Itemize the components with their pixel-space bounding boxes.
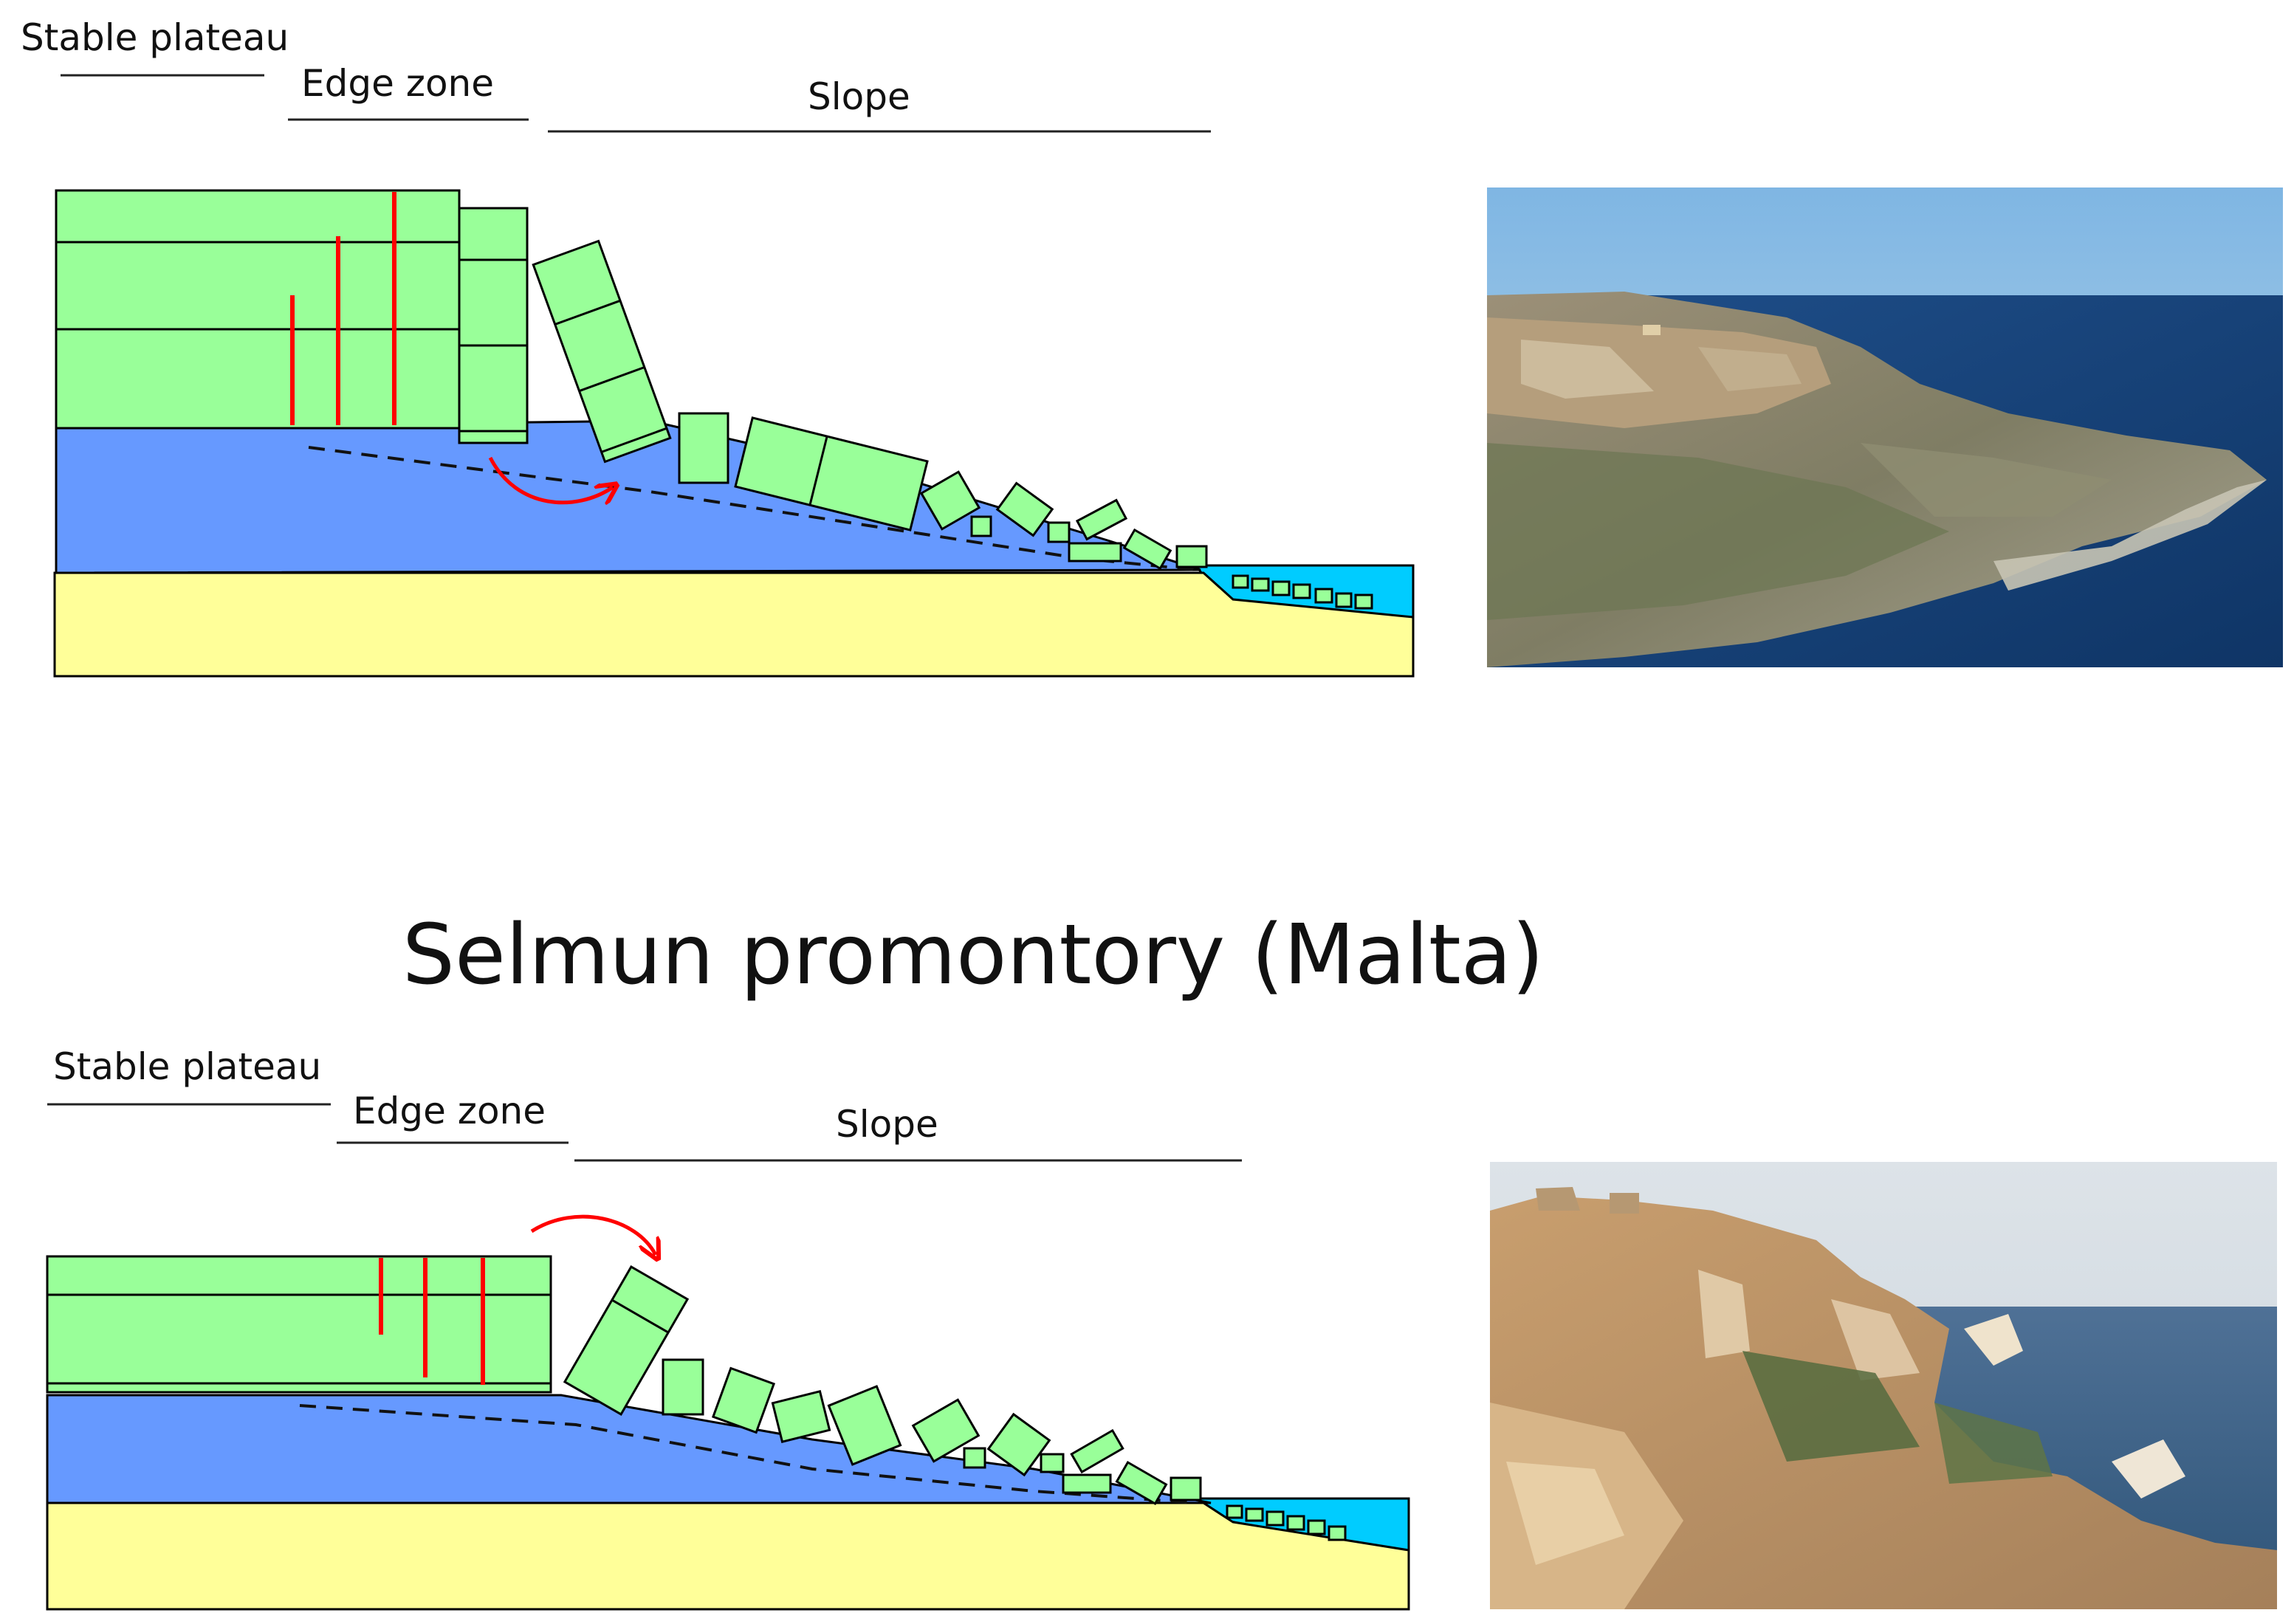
bottom-toppling-block [563, 1265, 690, 1416]
bottom-slope-label: Slope [836, 1103, 938, 1146]
bottom-slope-block [1040, 1453, 1065, 1473]
top-debris-block [1314, 588, 1333, 604]
bottom-slope-block [662, 1358, 704, 1416]
top-debris-block [1271, 580, 1291, 596]
bottom-slope-block [911, 1398, 981, 1463]
top-toppling-block [532, 239, 672, 464]
top-bedrock-layer [53, 571, 1415, 678]
bottom-bedrock-layer [46, 1501, 1410, 1611]
top-slope-block [970, 515, 992, 537]
top-plateau-block [55, 189, 461, 430]
bottom-plateau-block [46, 1255, 552, 1394]
top-debris-block [1251, 577, 1270, 592]
bottom-slope-block [963, 1447, 986, 1469]
top-slope-block [1068, 542, 1122, 562]
top-edge-zone-label: Edge zone [301, 62, 494, 105]
top-slope-block [678, 412, 729, 484]
bottom-debris-block [1266, 1510, 1285, 1527]
bottom-slope-block [1062, 1473, 1112, 1494]
coastal-promontory-aerial-photo [1487, 187, 2283, 667]
top-rotation-arrow [488, 456, 613, 503]
top-panel: Stable plateau Edge zone Slope [21, 16, 1415, 678]
bottom-slope-block [711, 1366, 776, 1434]
top-stable-plateau-label: Stable plateau [21, 16, 289, 59]
bottom-sliding-surface [299, 1404, 1197, 1504]
bottom-slope-block [1170, 1476, 1202, 1501]
bottom-panel: Stable plateau Edge zone Slope [46, 1045, 1410, 1611]
bottom-slope-block [827, 1385, 902, 1466]
bottom-slope-block [1115, 1460, 1168, 1506]
bottom-debris-block [1328, 1525, 1347, 1541]
top-debris-block [1354, 593, 1373, 610]
top-slope-block [1175, 545, 1208, 568]
top-edge-column-block [458, 207, 529, 444]
bottom-slope-block [986, 1412, 1051, 1477]
bottom-rotation-arrow [530, 1214, 656, 1255]
top-sliding-surface [308, 446, 1197, 571]
bottom-debris-block [1286, 1515, 1305, 1531]
top-slope-label: Slope [808, 75, 910, 118]
cliff-edge-rock-blocks-photo [1490, 1162, 2277, 1609]
bottom-debris-block [1245, 1507, 1264, 1522]
top-debris-block [1232, 574, 1249, 589]
top-slope-block [995, 481, 1054, 537]
bottom-stable-plateau-label: Stable plateau [53, 1045, 321, 1088]
top-debris-block [1335, 592, 1353, 608]
top-slope-block [919, 470, 981, 531]
top-debris-block [1292, 583, 1311, 599]
top-slope-block [1047, 521, 1071, 543]
figure-title: Selmun promontory (Malta) [402, 907, 1544, 1003]
bottom-slope-block [771, 1390, 831, 1443]
bottom-debris-block [1226, 1504, 1243, 1519]
top-slope-block [1122, 528, 1172, 571]
top-slope-block [734, 416, 929, 531]
bottom-edge-zone-label: Edge zone [353, 1090, 546, 1132]
bottom-slope-block [1070, 1428, 1124, 1474]
bottom-debris-block [1307, 1519, 1326, 1535]
bottom-clay-layer [46, 1394, 1212, 1504]
top-slope-block [1075, 498, 1128, 541]
